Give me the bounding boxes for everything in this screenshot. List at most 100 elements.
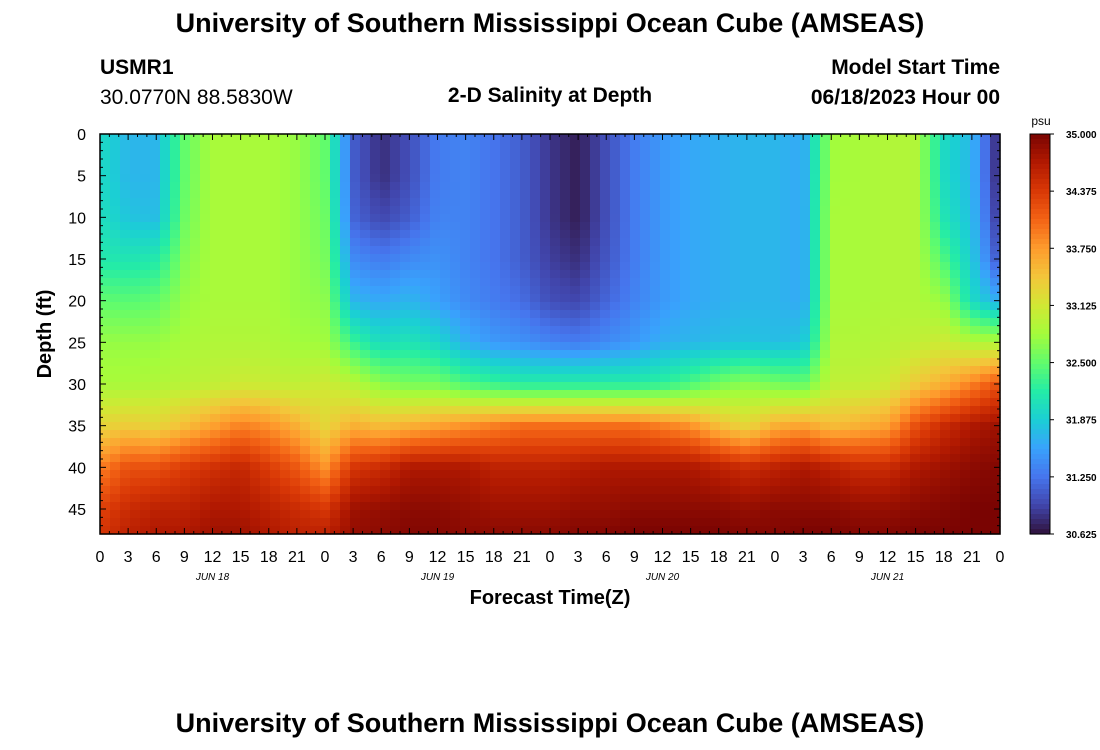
- heatmap-cell: [540, 190, 551, 199]
- heatmap-cell: [610, 254, 621, 263]
- heatmap-cell: [660, 414, 671, 423]
- heatmap-cell: [400, 494, 411, 503]
- heatmap-cell: [550, 478, 561, 487]
- heatmap-cell: [500, 174, 511, 183]
- heatmap-cell: [160, 270, 171, 279]
- heatmap-cell: [620, 150, 631, 159]
- heatmap-cell: [980, 174, 991, 183]
- heatmap-cell: [840, 190, 851, 199]
- heatmap-cell: [120, 166, 131, 175]
- heatmap-cell: [190, 278, 201, 287]
- heatmap-cell: [870, 254, 881, 263]
- heatmap-cell: [570, 518, 581, 527]
- heatmap-cell: [480, 446, 491, 455]
- heatmap-cell: [690, 414, 701, 423]
- heatmap-cell: [240, 526, 251, 535]
- heatmap-cell: [250, 166, 261, 175]
- heatmap-cell: [820, 142, 831, 151]
- heatmap-cell: [350, 286, 361, 295]
- heatmap-cell: [510, 294, 521, 303]
- colorbar-segment: [1030, 429, 1050, 435]
- heatmap-cell: [160, 502, 171, 511]
- heatmap-cell: [470, 326, 481, 335]
- heatmap-cell: [160, 286, 171, 295]
- heatmap-cell: [790, 326, 801, 335]
- heatmap-cell: [750, 494, 761, 503]
- heatmap-cell: [620, 414, 631, 423]
- heatmap-cell: [510, 510, 521, 519]
- heatmap-cell: [510, 230, 521, 239]
- heatmap-cell: [520, 294, 531, 303]
- heatmap-cell: [990, 430, 1001, 439]
- heatmap-cell: [960, 390, 971, 399]
- heatmap-cell: [810, 390, 821, 399]
- heatmap-cell: [760, 206, 771, 215]
- heatmap-cell: [660, 470, 671, 479]
- heatmap-cell: [960, 302, 971, 311]
- heatmap-cell: [130, 286, 141, 295]
- heatmap-cell: [320, 326, 331, 335]
- heatmap-cell: [250, 230, 261, 239]
- heatmap-cell: [510, 238, 521, 247]
- heatmap-cell: [880, 446, 891, 455]
- heatmap-cell: [110, 518, 121, 527]
- heatmap-cell: [270, 382, 281, 391]
- heatmap-cell: [690, 342, 701, 351]
- heatmap-cell: [470, 374, 481, 383]
- heatmap-cell: [620, 390, 631, 399]
- heatmap-cell: [960, 310, 971, 319]
- heatmap-cell: [690, 366, 701, 375]
- heatmap-cell: [110, 486, 121, 495]
- heatmap-cell: [780, 422, 791, 431]
- heatmap-cell: [560, 502, 571, 511]
- heatmap-cell: [870, 358, 881, 367]
- heatmap-cell: [650, 222, 661, 231]
- heatmap-cell: [410, 414, 421, 423]
- heatmap-cell: [940, 438, 951, 447]
- heatmap-cell: [270, 398, 281, 407]
- heatmap-cell: [670, 310, 681, 319]
- heatmap-cell: [560, 406, 571, 415]
- heatmap-cell: [310, 302, 321, 311]
- heatmap-cell: [270, 422, 281, 431]
- heatmap-cell: [500, 230, 511, 239]
- heatmap-cell: [550, 526, 561, 535]
- heatmap-cell: [240, 406, 251, 415]
- heatmap-cell: [420, 454, 431, 463]
- heatmap-cell: [120, 206, 131, 215]
- heatmap-cell: [300, 174, 311, 183]
- heatmap-cell: [530, 166, 541, 175]
- heatmap-cell: [640, 502, 651, 511]
- heatmap-cell: [540, 278, 551, 287]
- heatmap-cell: [380, 166, 391, 175]
- heatmap-cell: [310, 438, 321, 447]
- heatmap-cell: [820, 494, 831, 503]
- heatmap-cell: [510, 446, 521, 455]
- heatmap-cell: [870, 526, 881, 535]
- heatmap-cell: [670, 262, 681, 271]
- heatmap-cell: [230, 310, 241, 319]
- heatmap-cell: [850, 134, 861, 143]
- colorbar-segment: [1030, 529, 1050, 535]
- colorbar-segment: [1030, 419, 1050, 425]
- heatmap-cell: [590, 286, 601, 295]
- heatmap-cell: [550, 518, 561, 527]
- heatmap-cell: [460, 350, 471, 359]
- heatmap-cell: [630, 478, 641, 487]
- heatmap-cell: [270, 222, 281, 231]
- heatmap-cell: [970, 206, 981, 215]
- heatmap-cell: [440, 150, 451, 159]
- heatmap-cell: [870, 230, 881, 239]
- heatmap-cell: [950, 374, 961, 383]
- heatmap-cell: [310, 222, 321, 231]
- heatmap-cell: [110, 190, 121, 199]
- heatmap-cell: [820, 150, 831, 159]
- heatmap-cell: [160, 366, 171, 375]
- heatmap-cell: [220, 470, 231, 479]
- heatmap-cell: [830, 334, 841, 343]
- heatmap-cell: [160, 462, 171, 471]
- heatmap-cell: [250, 526, 261, 535]
- heatmap-cell: [740, 246, 751, 255]
- heatmap-cell: [610, 494, 621, 503]
- heatmap-cell: [120, 438, 131, 447]
